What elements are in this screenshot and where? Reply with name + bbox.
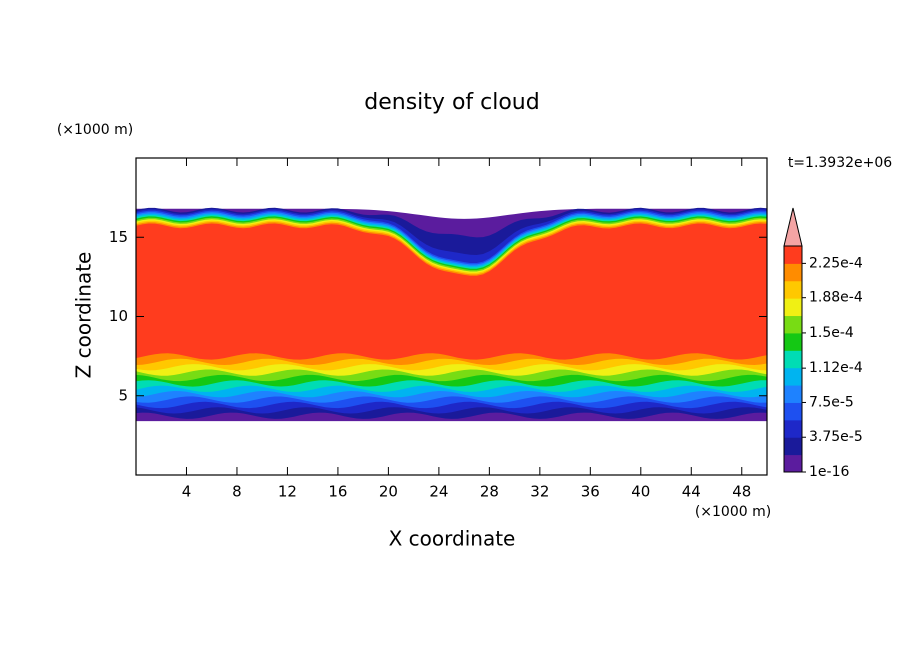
colorbar-band [784,350,802,369]
field-band [136,223,767,360]
colorbar-label: 3.75e-5 [809,429,863,445]
colorbar-band [784,280,802,299]
x-tick-label: 24 [429,483,448,501]
colorbar-band [784,332,802,351]
colorbar-band [784,419,802,438]
colorbar-label: 7.5e-5 [809,394,854,410]
time-annotation: t=1.3932e+06 [788,155,892,171]
colorbar-band [784,263,802,282]
x-tick-label: 36 [581,483,600,501]
colorbar-band [784,402,802,421]
y-tick-label: 5 [118,386,128,404]
colorbar-band [784,437,802,456]
x-tick-label: 16 [328,483,347,501]
colorbar-extend [783,207,803,247]
y-unit: (×1000 m) [57,122,133,138]
colorbar-label: 1e-16 [809,464,849,480]
x-tick-label: 8 [232,483,242,501]
x-unit: (×1000 m) [695,504,771,520]
x-tick-label: 48 [732,483,751,501]
x-tick-label: 44 [682,483,701,501]
x-tick-label: 4 [182,483,192,501]
colorbar-label: 1.12e-4 [809,360,863,376]
colorbar-band [784,246,802,264]
y-tick-label: 15 [109,228,128,246]
colorbar-band [784,367,802,386]
colorbar-label: 1.88e-4 [809,290,863,306]
colorbar-band [784,385,802,403]
x-tick-label: 12 [278,483,297,501]
colorbar-band [784,315,802,334]
chart-title: density of cloud [364,90,539,115]
colorbar-band [784,454,802,473]
y-axis-label: Z coordinate [72,252,96,379]
colorbar-label: 1.5e-4 [809,325,854,341]
x-tick-label: 40 [631,483,650,501]
colorbar-frame [783,245,803,473]
x-axis-label: X coordinate [389,527,516,551]
x-tick-label: 28 [480,483,499,501]
colorbar-label: 2.25e-4 [809,255,863,271]
colorbar-band [784,298,802,317]
y-tick-label: 10 [109,307,128,325]
x-tick-label: 20 [379,483,398,501]
x-tick-label: 32 [530,483,549,501]
